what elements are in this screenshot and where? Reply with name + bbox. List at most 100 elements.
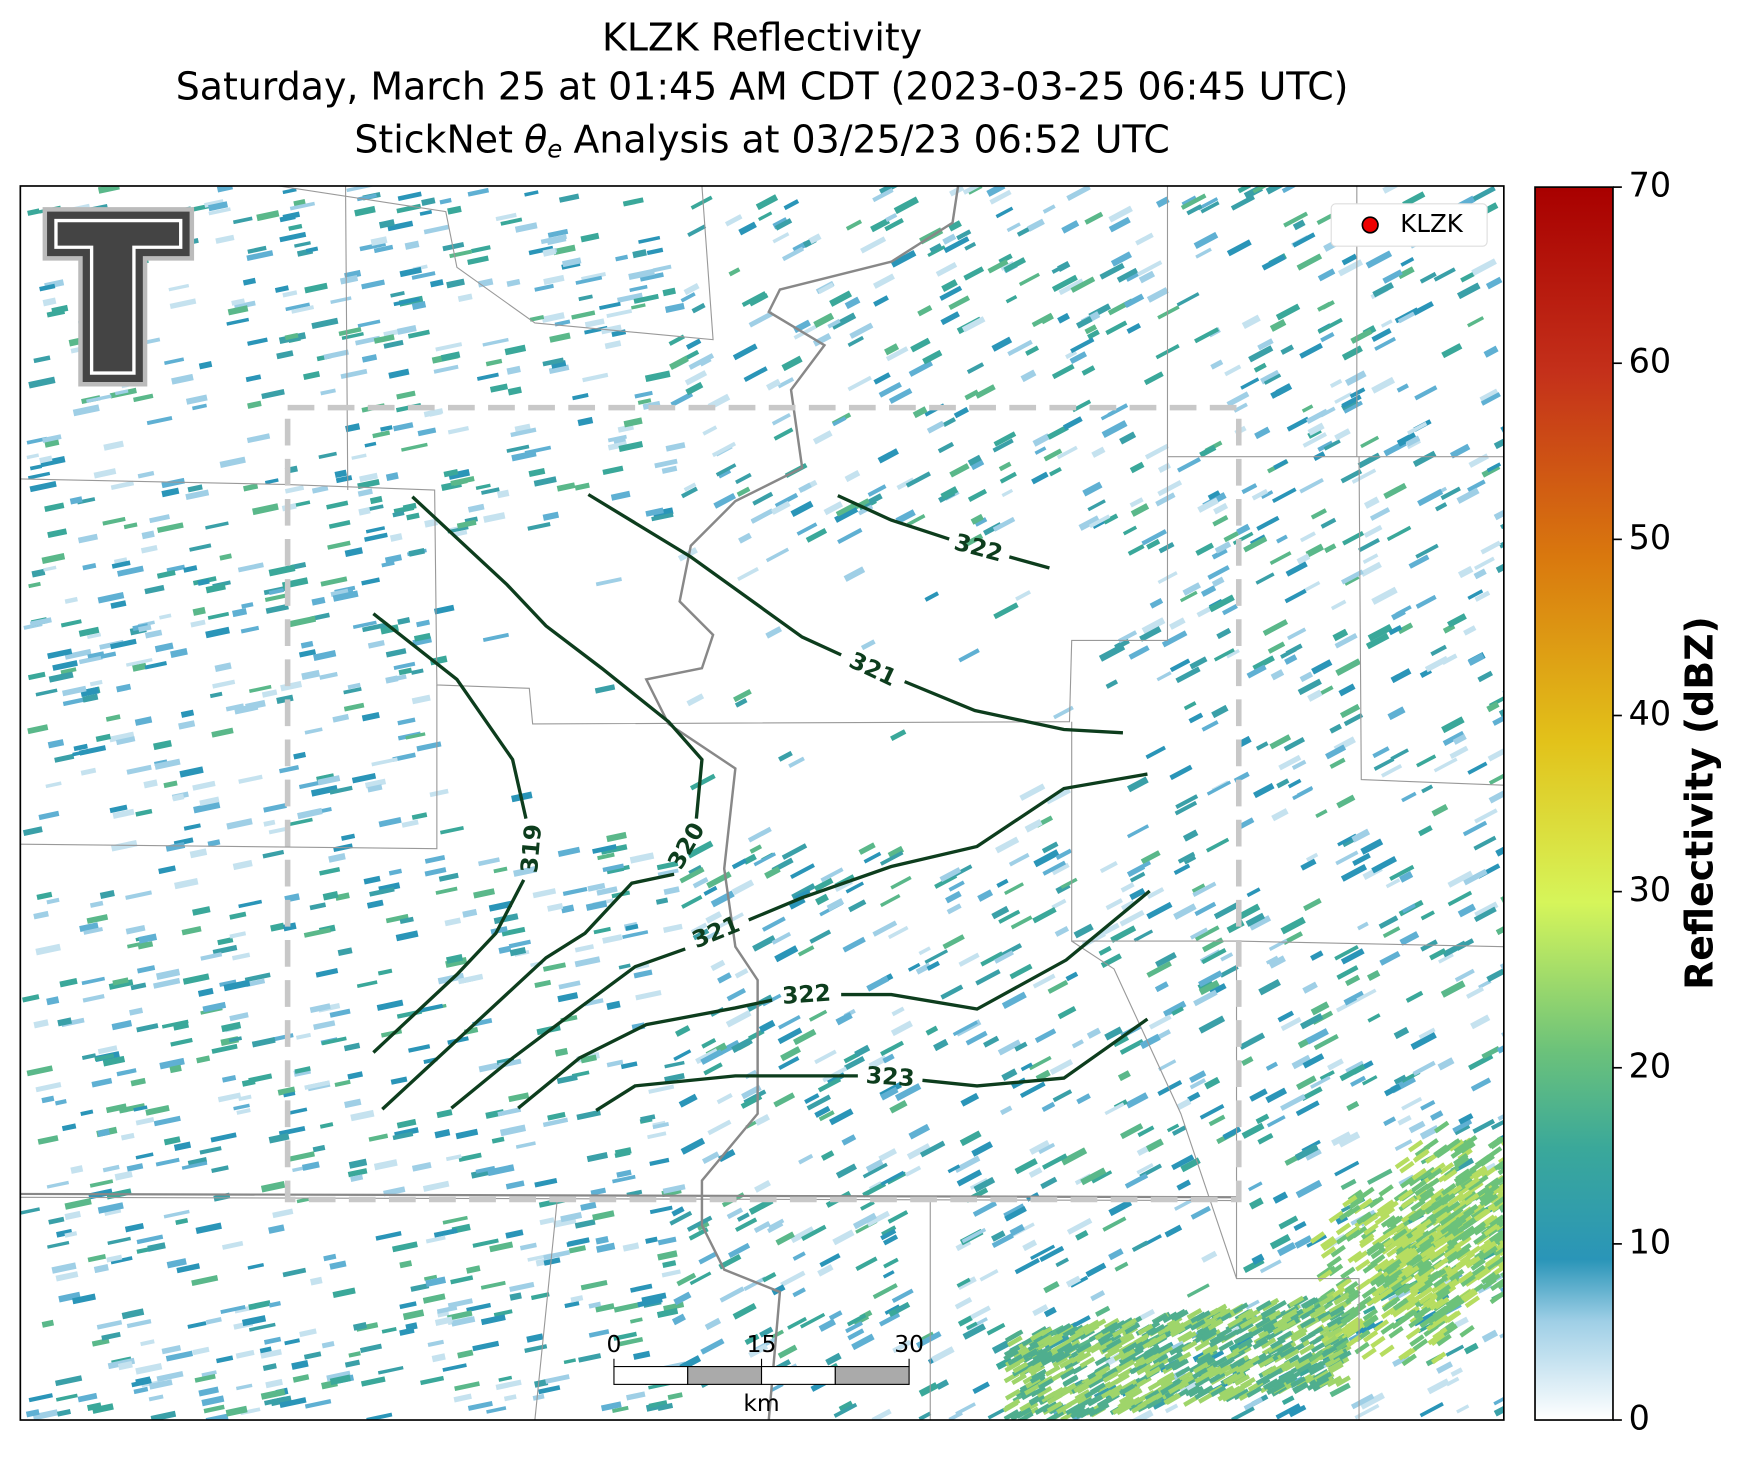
echo [774, 218, 793, 231]
echo [1051, 898, 1067, 910]
echo [1090, 1318, 1107, 1331]
echo [185, 394, 208, 405]
echo [560, 1212, 583, 1223]
echo [173, 1022, 190, 1031]
echo [673, 1049, 692, 1062]
echo [1414, 385, 1438, 401]
echo [1119, 1038, 1145, 1055]
echo [1066, 1217, 1093, 1235]
echo [1380, 319, 1393, 328]
echo [368, 504, 384, 512]
echo [1405, 990, 1424, 1003]
echo [480, 1314, 506, 1326]
echo [1480, 1271, 1497, 1285]
echo [81, 1053, 97, 1060]
echo [529, 314, 545, 322]
echo [1374, 1212, 1390, 1226]
echo [294, 241, 311, 248]
echo [1464, 1192, 1480, 1206]
echo [1506, 1263, 1521, 1276]
echo [1255, 1113, 1270, 1125]
echo [1280, 647, 1297, 659]
echo [543, 1249, 570, 1260]
echo [1390, 748, 1409, 761]
echo [885, 212, 898, 223]
echo [663, 923, 683, 933]
echo [506, 444, 530, 453]
echo [1310, 1001, 1330, 1016]
echo [1325, 744, 1347, 760]
echo [1399, 870, 1414, 883]
echo [1244, 1308, 1261, 1321]
echo [1352, 852, 1371, 867]
echo [1271, 487, 1297, 504]
echo [508, 939, 531, 949]
echo [781, 246, 805, 262]
echo [847, 1328, 865, 1341]
echo [1502, 1242, 1504, 1256]
echo [1275, 1403, 1301, 1420]
echo [288, 1151, 315, 1162]
scale-tick-label: 0 [607, 1330, 622, 1358]
echo [1173, 1358, 1189, 1371]
echo [809, 929, 832, 944]
echo [980, 951, 1004, 967]
echo [1386, 1258, 1402, 1272]
echo [1089, 514, 1111, 529]
echo [1056, 445, 1078, 460]
echo [150, 1410, 177, 1421]
echo [305, 246, 319, 253]
scale-tick-label: 30 [894, 1330, 924, 1358]
echo [89, 1179, 114, 1188]
legend-marker [1361, 216, 1379, 234]
echo [1312, 1293, 1328, 1307]
echo [33, 1019, 49, 1029]
echo [1360, 838, 1384, 855]
colorbar [1534, 186, 1614, 1421]
echo [1008, 852, 1030, 867]
echo [1280, 344, 1295, 355]
echo [1285, 561, 1308, 577]
echo [1036, 1334, 1053, 1347]
echo [607, 441, 628, 451]
echo [1348, 1196, 1365, 1210]
echo [1473, 1208, 1489, 1222]
echo [1036, 1338, 1053, 1351]
echo [778, 1056, 800, 1071]
echo [1519, 1208, 1534, 1221]
echo [667, 1392, 683, 1401]
echo [584, 325, 608, 335]
echo [1017, 1411, 1034, 1421]
echo [352, 620, 377, 629]
echo [547, 228, 569, 238]
echo [131, 1378, 152, 1388]
echo [1474, 590, 1491, 602]
echo [141, 530, 155, 540]
echo [1029, 1394, 1045, 1406]
echo [597, 852, 615, 861]
echo [1091, 446, 1106, 458]
echo [958, 648, 980, 663]
echo [421, 197, 436, 206]
logo [42, 207, 195, 387]
echo [1380, 1322, 1396, 1335]
echo [1299, 1343, 1315, 1356]
echo [1433, 267, 1456, 282]
echo [1233, 1388, 1250, 1401]
echo [1320, 332, 1335, 343]
echo [848, 899, 867, 913]
echo [1273, 459, 1289, 470]
echo [163, 1209, 190, 1219]
echo [967, 488, 988, 503]
echo [260, 1348, 282, 1359]
echo [1497, 1256, 1504, 1269]
echo [384, 554, 403, 564]
echo [509, 1281, 535, 1292]
echo [1232, 1302, 1249, 1315]
echo [939, 867, 962, 883]
echo [1205, 837, 1230, 853]
echo [965, 1030, 988, 1046]
echo [260, 1181, 286, 1193]
echo [220, 1305, 246, 1314]
echo [505, 1180, 525, 1190]
